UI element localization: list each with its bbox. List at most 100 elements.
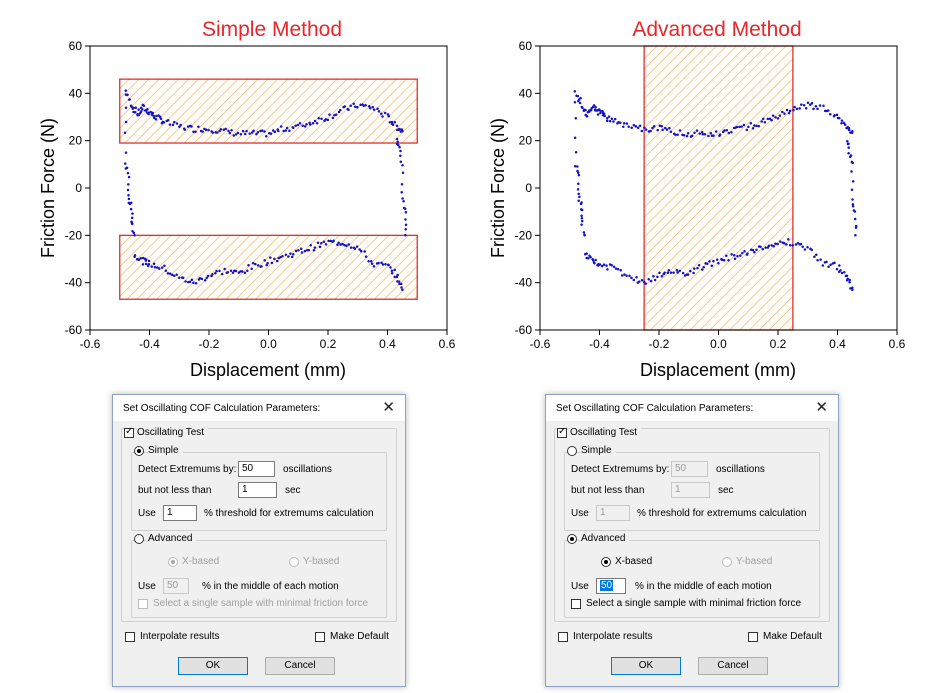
data-point: [324, 243, 328, 246]
data-point: [265, 134, 268, 138]
data-point: [393, 268, 396, 272]
data-point: [578, 101, 582, 105]
data-point: [339, 243, 342, 246]
data-point: [130, 105, 133, 109]
oscillating-test-checkbox[interactable]: [124, 426, 134, 438]
data-point: [404, 223, 408, 227]
data-point: [833, 261, 836, 265]
data-point: [697, 263, 701, 267]
data-point: [247, 263, 250, 267]
x-based-label: X-based: [182, 556, 220, 567]
data-point: [763, 120, 767, 124]
data-point: [251, 262, 255, 265]
make-default-checkbox[interactable]: [315, 632, 325, 642]
highlight-region-2: [119, 234, 418, 300]
data-point: [681, 271, 685, 275]
data-point: [574, 151, 578, 154]
data-point: [661, 128, 664, 132]
interpolate-checkbox[interactable]: [558, 632, 568, 642]
threshold-input[interactable]: 1: [163, 505, 197, 521]
data-point: [245, 129, 248, 133]
data-point: [835, 267, 839, 271]
threshold-input[interactable]: 1: [596, 505, 630, 521]
y-based-radio[interactable]: [289, 557, 299, 567]
axis-ticks: -0.6 -0.4 -0.2 0.0 0.2 0.4 0.6 60 40 20 0 -20 -40 -60: [515, 39, 906, 351]
data-point: [642, 280, 646, 284]
x-tick-label: 0.2: [320, 337, 337, 351]
data-point: [339, 108, 342, 112]
data-point: [305, 123, 308, 126]
data-point: [216, 131, 219, 134]
middle-percent-input[interactable]: 50: [596, 578, 626, 594]
advanced-radio[interactable]: [134, 534, 144, 544]
not-less-than-input[interactable]: 1: [671, 482, 710, 498]
data-point: [827, 265, 830, 269]
y-tick-label: -20: [515, 228, 533, 242]
single-sample-checkbox[interactable]: [138, 599, 148, 609]
data-point: [573, 136, 577, 139]
data-point: [173, 274, 176, 278]
simple-group: [131, 452, 387, 531]
data-point: [848, 280, 851, 284]
data-point: [324, 118, 327, 121]
make-default-checkbox[interactable]: [748, 632, 758, 642]
data-point: [309, 243, 312, 247]
data-point: [399, 149, 402, 153]
data-point: [181, 276, 185, 280]
data-point: [630, 276, 633, 280]
data-point: [396, 140, 399, 144]
data-point: [398, 146, 401, 149]
data-point: [337, 110, 341, 114]
data-point: [313, 119, 317, 123]
data-point: [816, 258, 819, 262]
x-tick-label: 0.4: [379, 337, 396, 351]
simple-radio[interactable]: [134, 446, 144, 456]
data-point: [271, 129, 275, 132]
data-point: [133, 254, 137, 257]
y-based-radio[interactable]: [722, 557, 732, 567]
ok-button[interactable]: OK: [178, 657, 248, 675]
advanced-radio[interactable]: [567, 534, 577, 544]
cancel-button[interactable]: Cancel: [698, 657, 768, 675]
x-based-radio[interactable]: [601, 557, 611, 567]
simple-radio[interactable]: [567, 446, 577, 456]
oscillating-test-checkbox[interactable]: [557, 426, 567, 438]
not-less-than-input[interactable]: 1: [238, 482, 277, 498]
data-point: [377, 261, 380, 265]
data-point: [269, 132, 273, 135]
data-point: [260, 265, 263, 268]
middle-percent-value: 50: [600, 580, 614, 591]
detect-extremums-input[interactable]: 50: [671, 461, 708, 477]
data-point: [363, 250, 366, 253]
data-point: [712, 134, 715, 137]
close-icon[interactable]: ✕: [815, 399, 828, 416]
data-point: [226, 270, 230, 274]
data-point: [129, 207, 133, 211]
data-point: [767, 244, 771, 248]
data-point: [614, 267, 618, 270]
data-point: [312, 248, 316, 252]
data-point: [632, 278, 636, 282]
data-point: [819, 258, 822, 261]
x-based-radio[interactable]: [168, 557, 178, 567]
ok-button[interactable]: OK: [611, 657, 681, 675]
data-point: [281, 254, 284, 258]
close-icon[interactable]: ✕: [382, 399, 395, 416]
cancel-button[interactable]: Cancel: [265, 657, 335, 675]
data-point: [227, 129, 230, 133]
data-point: [755, 248, 758, 252]
data-point: [839, 269, 842, 272]
interpolate-checkbox[interactable]: [125, 632, 135, 642]
single-sample-checkbox[interactable]: [571, 599, 581, 609]
data-point: [612, 120, 615, 123]
data-point: [380, 261, 383, 265]
middle-percent-input[interactable]: 50: [163, 578, 189, 594]
data-point: [123, 131, 127, 135]
data-point: [231, 271, 235, 274]
middle-percent-unit: % in the middle of each motion: [635, 581, 772, 592]
data-point: [770, 244, 773, 247]
detect-extremums-input[interactable]: 50: [238, 461, 275, 477]
data-point: [395, 275, 399, 279]
data-point: [162, 121, 166, 124]
data-point: [613, 117, 617, 121]
